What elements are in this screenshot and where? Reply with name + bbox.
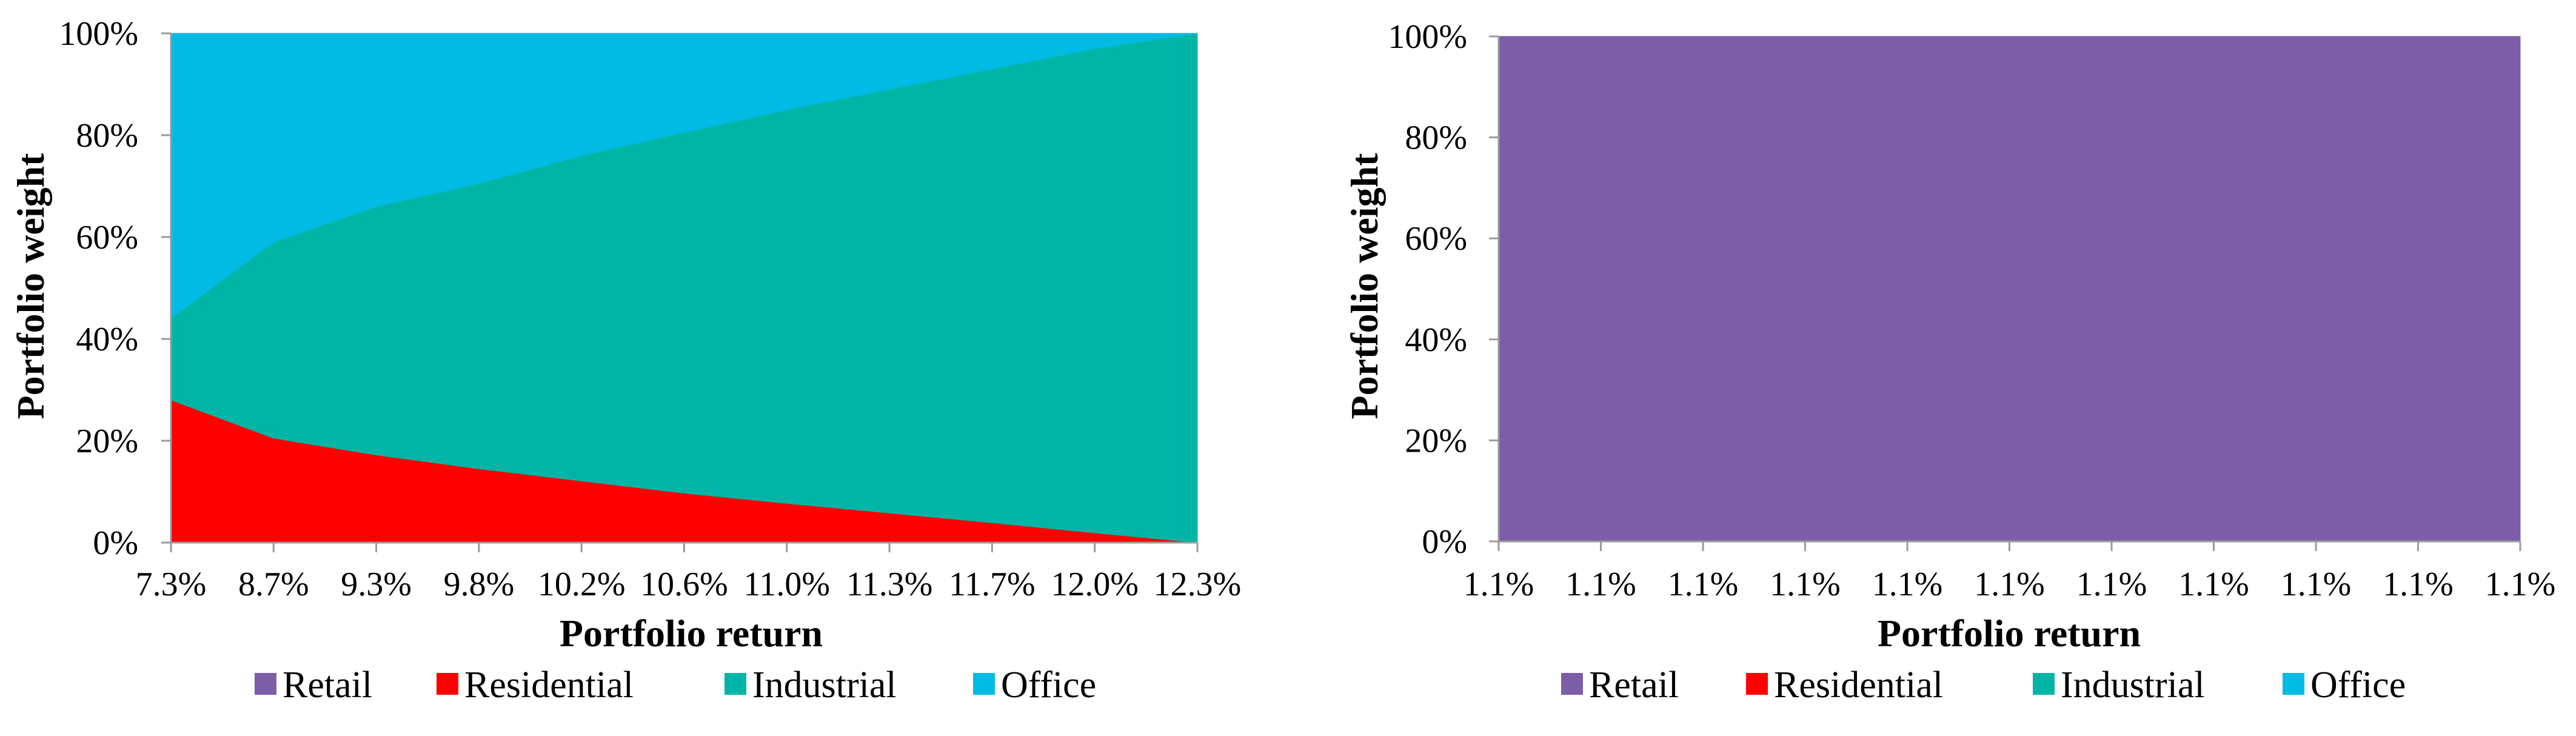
legend-swatch-retail bbox=[1561, 673, 1583, 695]
x-tick-label: 12.0% bbox=[1051, 566, 1139, 603]
legend: Retail Residential Industrial Office bbox=[1561, 664, 2406, 706]
y-tick-label: 40% bbox=[1405, 321, 1467, 359]
x-axis-title: Portfolio return bbox=[560, 612, 823, 655]
x-tick-label: 8.7% bbox=[238, 566, 309, 603]
y-tick-label: 80% bbox=[76, 117, 138, 155]
y-tick-label: 20% bbox=[76, 423, 138, 460]
legend-swatch-office bbox=[2283, 673, 2304, 695]
y-tick-label: 100% bbox=[59, 15, 138, 53]
x-tick-label: 1.1% bbox=[2178, 566, 2249, 603]
x-tick-label: 7.3% bbox=[136, 566, 207, 603]
legend-label-retail: Retail bbox=[283, 664, 372, 706]
legend-label-residential: Residential bbox=[464, 664, 634, 706]
area-retail bbox=[1498, 36, 2521, 542]
legend-swatch-industrial bbox=[724, 673, 746, 695]
legend-swatch-industrial bbox=[2033, 673, 2055, 695]
x-tick-label: 1.1% bbox=[2076, 566, 2147, 603]
y-axis-title: Portfolio weight bbox=[9, 153, 52, 420]
legend-label-industrial: Industrial bbox=[752, 664, 897, 706]
x-tick-label: 11.7% bbox=[949, 566, 1035, 603]
y-tick-label: 40% bbox=[76, 321, 138, 358]
legend-swatch-retail bbox=[255, 673, 276, 695]
x-tick-label: 1.1% bbox=[2281, 566, 2352, 603]
area-office bbox=[170, 33, 1198, 319]
legend-label-office: Office bbox=[2310, 664, 2406, 706]
y-tick-label: 100% bbox=[1388, 18, 1467, 56]
x-axis-title: Portfolio return bbox=[1878, 612, 2141, 655]
legend-swatch-residential bbox=[1746, 673, 1768, 695]
x-tick-label: 10.6% bbox=[640, 566, 728, 603]
chart-right: 0% 20% 40% 60% 80% 100% 1.1% 1.1% 1.1% 1.1% 1.1% 1… bbox=[1343, 18, 2555, 706]
legend-label-residential: Residential bbox=[1774, 664, 1943, 706]
x-tick-label: 1.1% bbox=[2485, 566, 2556, 603]
y-tick-label: 80% bbox=[1405, 119, 1467, 157]
x-tick-label: 9.8% bbox=[444, 566, 515, 603]
y-tick-label: 60% bbox=[1405, 220, 1467, 258]
legend-label-retail: Retail bbox=[1589, 664, 1679, 706]
x-tick-label: 1.1% bbox=[2383, 566, 2454, 603]
x-tick-label: 10.2% bbox=[538, 566, 626, 603]
y-tick-label: 60% bbox=[76, 219, 138, 256]
y-tick-label: 0% bbox=[93, 524, 138, 562]
x-tick-label: 1.1% bbox=[1872, 566, 1943, 603]
x-tick-label: 1.1% bbox=[1464, 566, 1534, 603]
legend-swatch-residential bbox=[437, 673, 458, 695]
chart-left: 0% 20% 40% 60% 80% 100% 7.3% 8.7% 9.3% 9.8% 10.2%… bbox=[9, 15, 1241, 706]
y-tick-label: 20% bbox=[1405, 422, 1467, 460]
legend-label-industrial: Industrial bbox=[2061, 664, 2205, 706]
y-axis-title: Portfolio weight bbox=[1343, 153, 1386, 420]
legend-label-office: Office bbox=[1001, 664, 1096, 706]
legend: Retail Residential Industrial Office bbox=[255, 664, 1096, 706]
x-tick-label: 1.1% bbox=[1668, 566, 1739, 603]
x-tick-label: 1.1% bbox=[1565, 566, 1636, 603]
x-tick-label: 1.1% bbox=[1974, 566, 2045, 603]
x-tick-label: 1.1% bbox=[1770, 566, 1841, 603]
x-tick-label: 11.3% bbox=[846, 566, 933, 603]
x-tick-label: 12.3% bbox=[1154, 566, 1242, 603]
x-tick-label: 11.0% bbox=[744, 566, 831, 603]
y-tick-label: 0% bbox=[1422, 523, 1467, 561]
legend-swatch-office bbox=[973, 673, 995, 695]
x-tick-label: 9.3% bbox=[341, 566, 412, 603]
